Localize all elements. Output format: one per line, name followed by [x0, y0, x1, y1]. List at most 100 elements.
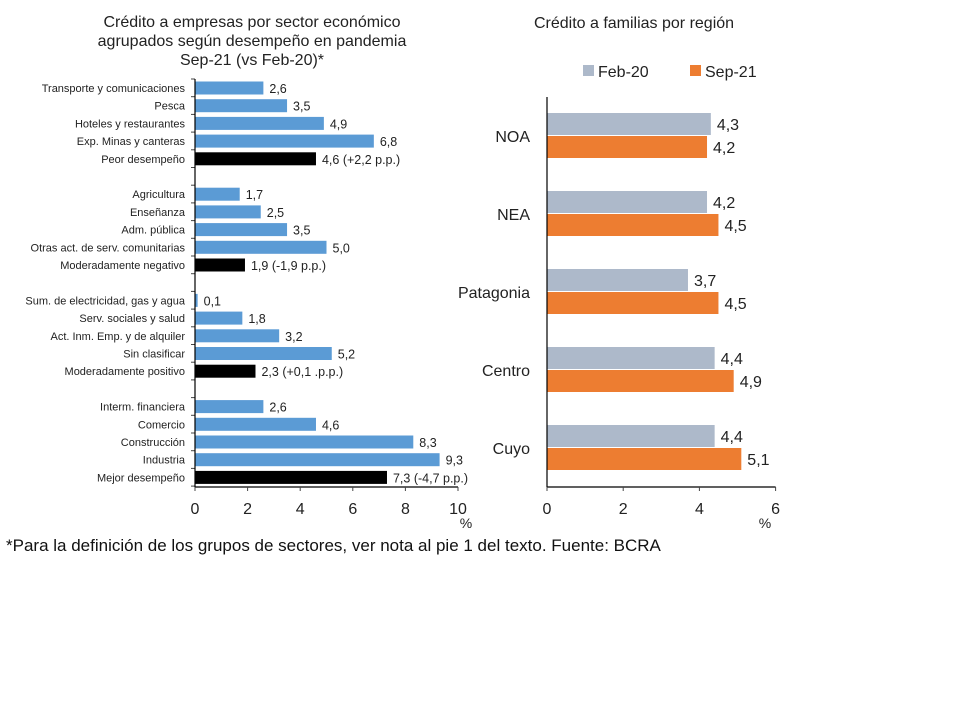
data-label: 5,1	[747, 452, 769, 469]
category-label: Interm. financiera	[100, 402, 186, 414]
group-total-bar	[195, 364, 256, 378]
sep21-bar	[547, 448, 742, 470]
chart-title-line: Crédito a empresas por sector económico	[103, 14, 400, 31]
data-label: 4,9	[330, 117, 347, 131]
category-label: Act. Inm. Emp. y de alquiler	[51, 331, 186, 343]
chart-title: Crédito a familias por región	[534, 15, 734, 32]
chart-title-line: agrupados según desempeño en pandemia	[98, 33, 407, 50]
data-label: 2,6	[269, 401, 286, 415]
data-label: 2,3 (+0,1 .p.p.)	[261, 365, 343, 379]
category-label: Otras act. de serv. comunitarias	[31, 242, 186, 254]
x-tick-label: 2	[619, 501, 628, 518]
category-label: Moderadamente negativo	[60, 260, 185, 272]
legend-label: Feb-20	[598, 64, 649, 81]
data-label: 4,4	[721, 429, 743, 446]
data-label: 3,2	[285, 330, 302, 344]
x-tick-label: 2	[243, 501, 252, 518]
data-label: 8,3	[419, 436, 436, 450]
data-label: 6,8	[380, 135, 397, 149]
category-label: NEA	[497, 207, 530, 224]
sep21-bar	[547, 214, 719, 236]
category-label: Comercio	[138, 419, 185, 431]
x-tick-label: 10	[449, 501, 467, 518]
sector-bar	[195, 134, 374, 148]
category-label: Mejor desempeño	[97, 472, 185, 484]
sector-bar	[195, 99, 288, 113]
data-label: 1,8	[248, 312, 265, 326]
sector-bar	[195, 400, 264, 414]
data-label: 4,4	[721, 351, 743, 368]
x-tick-label: 0	[543, 501, 552, 518]
category-label: Centro	[482, 363, 530, 380]
data-label: 9,3	[446, 454, 463, 468]
data-label: 4,9	[740, 374, 762, 391]
data-label: 4,6 (+2,2 p.p.)	[322, 153, 400, 167]
data-label: 2,6	[269, 82, 286, 96]
sector-bar	[195, 116, 324, 130]
chart-title-line: Sep-21 (vs Feb-20)*	[180, 52, 324, 69]
data-label: 3,5	[293, 100, 310, 114]
category-label: Pesca	[154, 101, 185, 113]
sep21-bar	[547, 292, 719, 314]
sector-bar	[195, 240, 327, 254]
sector-bar	[195, 417, 316, 431]
sector-bar	[195, 435, 414, 449]
category-label: Industria	[143, 455, 186, 467]
sector-bar	[195, 81, 264, 95]
sector-bar	[195, 329, 280, 343]
feb20-bar	[547, 347, 715, 369]
footnote: *Para la definición de los grupos de sec…	[6, 536, 661, 555]
data-label: 7,3 (-4,7 p.p.)	[393, 471, 468, 485]
sector-bar	[195, 293, 198, 307]
data-label: 5,2	[338, 348, 355, 362]
legend-label: Sep-21	[705, 64, 757, 81]
x-tick-label: 8	[401, 501, 410, 518]
data-label: 4,6	[322, 418, 339, 432]
category-label: Cuyo	[493, 441, 530, 458]
data-label: 5,0	[333, 241, 350, 255]
category-label: Moderadamente positivo	[65, 366, 185, 378]
sep21-bar	[547, 370, 734, 392]
category-label: Patagonia	[458, 285, 530, 302]
feb20-bar	[547, 191, 708, 213]
group-total-bar	[195, 470, 387, 484]
sector-bar	[195, 205, 261, 219]
category-label: Transporte y comunicaciones	[42, 83, 186, 95]
x-tick-label: 0	[191, 501, 200, 518]
category-label: Construcción	[121, 437, 185, 449]
data-label: 4,2	[713, 195, 735, 212]
group-total-bar	[195, 258, 245, 272]
x-tick-label: 6	[348, 501, 357, 518]
category-label: Serv. sociales y salud	[79, 313, 185, 325]
legend-swatch	[583, 65, 594, 76]
feb20-bar	[547, 425, 715, 447]
category-label: Sum. de electricidad, gas y agua	[25, 295, 185, 307]
data-label: 2,5	[267, 206, 284, 220]
x-axis-label: %	[759, 515, 771, 531]
x-axis-label: %	[460, 515, 472, 531]
sep21-bar	[547, 136, 708, 158]
sector-bar	[195, 347, 332, 360]
data-label: 4,2	[713, 140, 735, 157]
category-label: Adm. pública	[121, 225, 185, 237]
x-tick-label: 4	[296, 501, 305, 518]
category-label: NOA	[495, 129, 530, 146]
x-tick-label: 4	[695, 501, 704, 518]
category-label: Agricultura	[132, 189, 185, 201]
data-label: 3,7	[694, 273, 716, 290]
category-label: Enseñanza	[130, 207, 186, 219]
category-label: Hoteles y restaurantes	[75, 118, 186, 130]
data-label: 0,1	[204, 294, 221, 308]
sector-bar	[195, 453, 440, 467]
category-label: Exp. Minas y canteras	[77, 136, 186, 148]
group-total-bar	[195, 152, 316, 166]
sector-bar	[195, 311, 243, 325]
data-label: 3,5	[293, 224, 310, 238]
data-label: 1,7	[246, 188, 263, 202]
feb20-bar	[547, 113, 711, 135]
legend-swatch	[690, 65, 701, 76]
data-label: 4,3	[717, 117, 739, 134]
sector-bar	[195, 187, 240, 201]
data-label: 4,5	[724, 218, 746, 235]
